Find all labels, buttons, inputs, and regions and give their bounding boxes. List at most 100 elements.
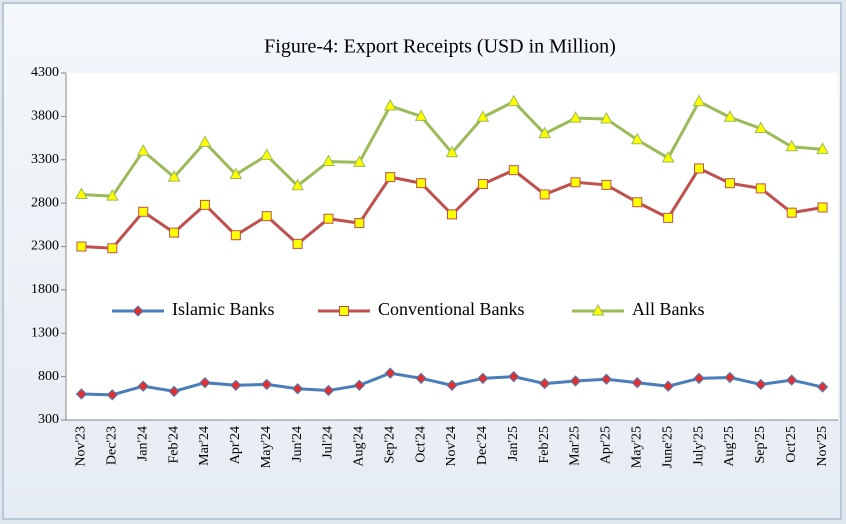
x-tick-label: Feb'24 [166, 426, 181, 464]
x-tick-label: Mar'25 [568, 426, 583, 466]
y-tick-label: 2300 [31, 239, 59, 254]
marker [132, 305, 144, 317]
x-tick-label: May'24 [259, 426, 274, 468]
marker [354, 218, 365, 229]
y-tick-label: 4300 [31, 65, 59, 80]
marker [507, 94, 521, 107]
x-tick-label: Oct'24 [413, 426, 428, 463]
x-tick-label: July'25 [691, 426, 706, 466]
marker [230, 230, 241, 241]
x-tick-label: Nov'23 [74, 426, 89, 467]
marker [477, 179, 488, 190]
marker [230, 379, 242, 392]
x-tick-label: Nov'24 [444, 426, 459, 467]
marker [785, 374, 798, 386]
legend-label: Islamic Banks [172, 299, 274, 319]
y-tick-label: 3300 [31, 152, 59, 167]
marker [569, 111, 582, 123]
marker [138, 206, 149, 217]
marker [693, 372, 705, 385]
marker [508, 165, 519, 176]
marker [538, 126, 551, 139]
x-tick-label: June'25 [660, 426, 675, 468]
marker [229, 167, 243, 179]
marker [106, 389, 119, 401]
marker [137, 380, 149, 392]
marker [816, 381, 829, 393]
y-tick-label: 3800 [31, 109, 59, 124]
x-tick-label: Dec'23 [105, 426, 120, 465]
marker [723, 110, 737, 122]
x-tick-label: Nov'25 [815, 426, 830, 467]
y-tick-label: 2800 [31, 195, 59, 210]
marker [292, 238, 303, 249]
marker [291, 178, 304, 191]
marker [261, 378, 273, 391]
marker [384, 367, 396, 379]
x-tick-label: Dec'24 [475, 426, 490, 465]
marker [75, 388, 88, 400]
marker [569, 375, 582, 387]
marker [754, 121, 768, 134]
x-tick-label: Aug'24 [352, 426, 367, 467]
marker [291, 383, 304, 395]
x-tick-label: Aug'25 [722, 426, 737, 467]
x-tick-label: Apr'24 [228, 426, 243, 464]
marker [817, 202, 828, 213]
marker [107, 243, 118, 254]
marker [755, 183, 766, 194]
marker [600, 373, 613, 385]
marker [339, 306, 349, 316]
marker [816, 142, 829, 154]
marker [538, 377, 551, 390]
marker [786, 207, 797, 218]
y-tick-label: 1800 [31, 282, 59, 297]
marker [76, 241, 87, 252]
x-tick-label: Jul'24 [321, 426, 336, 459]
legend-label: Conventional Banks [378, 299, 525, 319]
marker [632, 197, 643, 208]
y-tick-label: 1300 [31, 325, 59, 340]
marker [385, 172, 396, 183]
x-tick-label: Oct'25 [784, 426, 799, 463]
x-tick-label: Feb'25 [537, 426, 552, 464]
marker [75, 187, 88, 199]
x-tick-label: Sep'24 [382, 426, 397, 464]
marker [662, 380, 674, 392]
y-tick-label: 800 [38, 369, 59, 384]
marker [414, 109, 428, 121]
marker [508, 370, 520, 383]
marker [199, 376, 211, 389]
x-tick-label: Mar'24 [197, 426, 212, 466]
marker [323, 213, 334, 224]
y-tick-label: 300 [38, 412, 59, 427]
marker [353, 155, 366, 167]
marker [322, 384, 335, 397]
marker [724, 371, 736, 384]
x-tick-label: Jun'24 [290, 426, 305, 462]
marker [591, 303, 605, 316]
marker [570, 177, 581, 188]
marker [383, 98, 397, 111]
marker [724, 178, 735, 189]
marker [694, 163, 705, 174]
marker [353, 379, 366, 392]
x-tick-label: Apr'25 [599, 426, 614, 464]
marker [446, 379, 458, 392]
marker [601, 179, 612, 190]
marker [631, 376, 643, 389]
x-tick-label: Jan'25 [506, 426, 521, 461]
marker [600, 111, 613, 124]
marker [663, 212, 674, 223]
marker [476, 110, 490, 122]
marker [260, 148, 274, 160]
marker [415, 372, 427, 385]
marker [198, 135, 212, 147]
marker [136, 144, 150, 156]
chart-title: Figure-4: Export Receipts (USD in Millio… [264, 36, 616, 58]
marker [539, 189, 550, 200]
marker [167, 170, 181, 182]
marker [322, 154, 335, 166]
